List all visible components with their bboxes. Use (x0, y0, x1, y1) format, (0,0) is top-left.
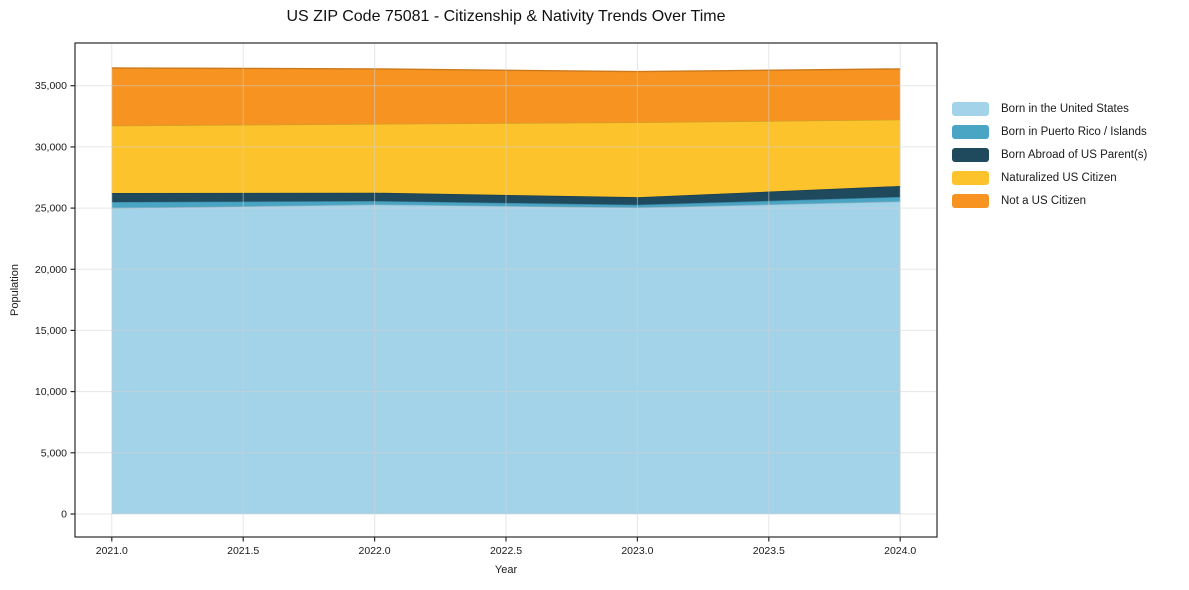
x-axis-label: Year (494, 564, 518, 576)
legend-label: Not a US Citizen (1001, 195, 1087, 207)
legend-swatch-icon (952, 148, 989, 162)
y-axis-label: Population (9, 264, 21, 316)
legend: Born in the United States Born in Puerto … (952, 102, 1147, 217)
legend-swatch-icon (952, 125, 989, 139)
legend-item-1: Born in Puerto Rico / Islands (952, 125, 1147, 139)
legend-label: Born in the United States (1001, 103, 1129, 115)
legend-item-4: Not a US Citizen (952, 194, 1147, 208)
legend-item-3: Naturalized US Citizen (952, 171, 1147, 185)
x-tick-label: 2022.5 (490, 545, 522, 557)
x-tick-label: 2024.0 (884, 545, 916, 557)
x-tick-label: 2021.5 (227, 545, 259, 557)
y-tick-label: 25,000 (35, 203, 67, 215)
y-tick-label: 0 (61, 509, 67, 521)
legend-label: Naturalized US Citizen (1001, 172, 1117, 184)
x-tick-label: 2022.0 (359, 545, 391, 557)
legend-swatch-icon (952, 194, 989, 208)
x-tick-label: 2023.5 (753, 545, 785, 557)
legend-item-2: Born Abroad of US Parent(s) (952, 148, 1147, 162)
legend-swatch-icon (952, 171, 989, 185)
area-series-1 (111, 196, 901, 209)
y-tick-label: 20,000 (35, 264, 67, 276)
x-tick-label: 2021.0 (96, 545, 128, 557)
y-tick-label: 15,000 (35, 325, 67, 337)
y-tick-label: 35,000 (35, 80, 67, 92)
x-tick-label: 2023.0 (621, 545, 653, 557)
y-tick-label: 5,000 (41, 447, 67, 459)
chart-title: US ZIP Code 75081 - Citizenship & Nativi… (286, 8, 726, 25)
legend-label: Born Abroad of US Parent(s) (1001, 149, 1148, 161)
legend-swatch-icon (952, 102, 989, 116)
y-tick-label: 10,000 (35, 386, 67, 398)
y-tick-label: 30,000 (35, 141, 67, 153)
legend-label: Born in Puerto Rico / Islands (1001, 126, 1147, 138)
legend-item-0: Born in the United States (952, 102, 1147, 116)
